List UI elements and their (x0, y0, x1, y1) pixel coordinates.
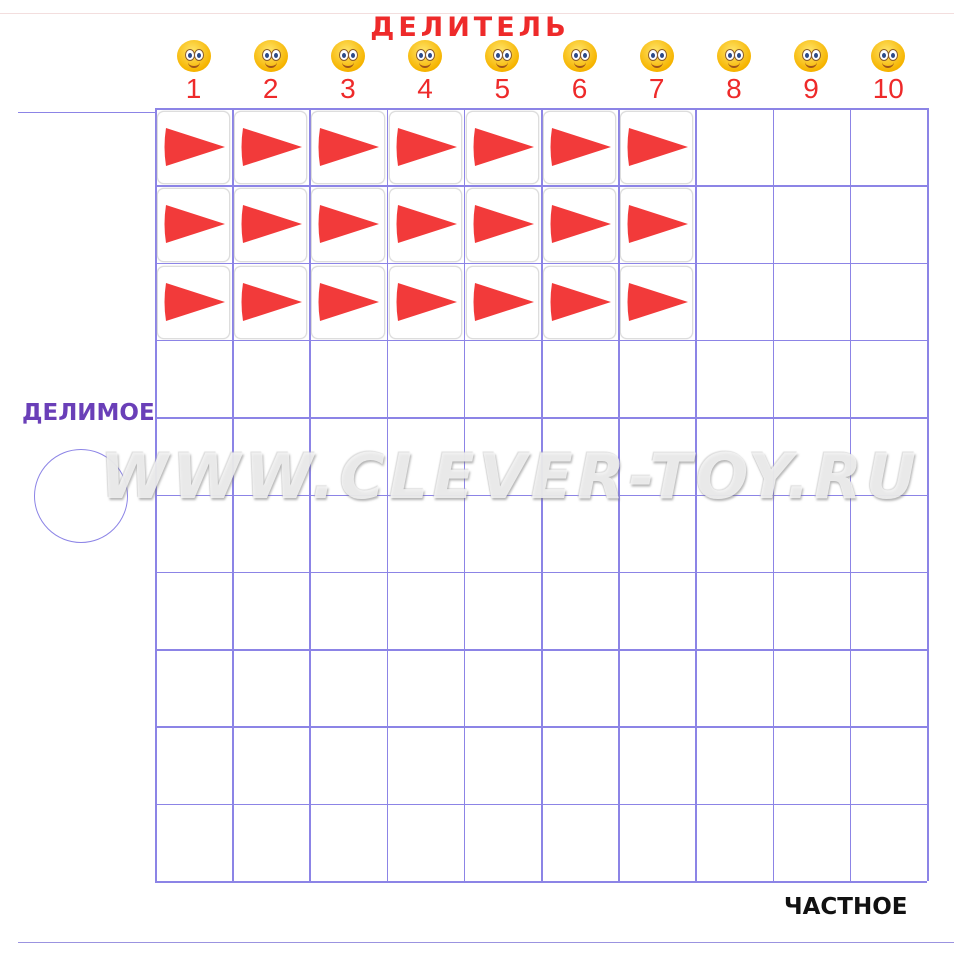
counter-card[interactable] (388, 265, 462, 339)
red-wedge-icon (318, 128, 380, 166)
watermark: WWW.CLEVER-TOY.RU (100, 440, 921, 513)
red-wedge-icon (550, 128, 611, 166)
red-wedge-icon (396, 205, 457, 244)
grid-line-horizontal (155, 571, 927, 574)
column-header: 4 (387, 40, 464, 106)
column-header: 10 (850, 40, 927, 106)
counter-card[interactable] (388, 188, 462, 262)
counter-card[interactable] (311, 188, 385, 262)
counter-card[interactable] (388, 111, 462, 185)
counter-card[interactable] (465, 111, 539, 185)
column-number: 2 (262, 73, 279, 104)
column-number: 4 (417, 73, 433, 104)
column-number: 1 (185, 73, 202, 104)
smiley-face-icon (485, 40, 520, 72)
column-header: 7 (618, 40, 695, 106)
divisor-title: ДЕЛИТЕЛЬ (370, 12, 570, 43)
red-wedge-icon (473, 128, 534, 166)
smiley-face-icon (794, 40, 829, 72)
counter-card[interactable] (543, 265, 617, 339)
counter-card[interactable] (234, 265, 308, 339)
counter-card[interactable] (157, 265, 231, 339)
grid-line-horizontal (155, 494, 927, 496)
grid-line-horizontal (155, 185, 927, 187)
dividend-circle[interactable] (34, 449, 128, 543)
grid-line-horizontal (155, 881, 927, 883)
column-number: 9 (803, 73, 819, 104)
grid-line-horizontal (155, 726, 927, 728)
column-number: 7 (648, 73, 665, 104)
smiley-face-icon (716, 40, 751, 72)
counter-card[interactable] (620, 188, 694, 262)
red-wedge-icon (241, 282, 303, 321)
column-header: 9 (773, 40, 850, 106)
grid-line-horizontal (155, 108, 927, 110)
red-wedge-icon (318, 205, 380, 244)
counter-card[interactable] (620, 111, 694, 185)
column-header: 1 (155, 40, 232, 106)
grid-line-horizontal (155, 417, 927, 419)
counter-card[interactable] (465, 188, 539, 262)
counter-card[interactable] (543, 188, 617, 262)
column-header: 6 (541, 40, 618, 106)
red-wedge-icon (396, 128, 457, 166)
red-wedge-icon (318, 282, 380, 321)
top-border (0, 13, 954, 14)
red-wedge-icon (473, 205, 534, 244)
quotient-label: ЧАСТНОЕ (784, 894, 908, 920)
bottom-line (18, 942, 954, 943)
counter-card[interactable] (234, 111, 308, 185)
smiley-face-icon (253, 40, 288, 72)
column-header: 3 (309, 40, 386, 106)
smiley-face-icon (330, 40, 365, 72)
red-wedge-icon (164, 205, 225, 244)
dividend-label: ДЕЛИМОЕ (22, 400, 155, 426)
red-wedge-icon (550, 205, 611, 244)
counter-card[interactable] (311, 265, 385, 339)
counter-card[interactable] (543, 111, 617, 185)
red-wedge-icon (396, 282, 457, 321)
column-number: 5 (494, 73, 511, 104)
left-top-line (18, 112, 155, 113)
column-number: 10 (872, 73, 904, 104)
red-wedge-icon (241, 128, 303, 166)
grid-line-horizontal (155, 649, 927, 651)
red-wedge-icon (627, 282, 689, 321)
counter-card[interactable] (620, 265, 694, 339)
grid-line-vertical (927, 108, 929, 881)
column-header: 2 (232, 40, 309, 106)
counter-card[interactable] (311, 111, 385, 185)
red-wedge-icon (627, 128, 689, 166)
red-wedge-icon (241, 205, 303, 244)
smiley-face-icon (176, 40, 211, 72)
red-wedge-icon (473, 282, 534, 321)
grid-line-horizontal (155, 339, 927, 342)
smiley-face-icon (562, 40, 597, 72)
column-header: 8 (695, 40, 772, 106)
grid-line-horizontal (155, 262, 927, 265)
smiley-face-icon (408, 40, 443, 72)
smiley-face-icon (639, 40, 674, 72)
smiley-face-icon (871, 40, 906, 72)
red-wedge-icon (164, 282, 225, 321)
column-number: 6 (571, 73, 588, 104)
red-wedge-icon (627, 205, 689, 244)
counter-card[interactable] (157, 111, 231, 185)
column-number: 3 (340, 73, 356, 104)
counter-card[interactable] (157, 188, 231, 262)
counter-card[interactable] (234, 188, 308, 262)
red-wedge-icon (550, 282, 611, 321)
red-wedge-icon (164, 128, 225, 166)
counter-card[interactable] (465, 265, 539, 339)
column-number: 8 (726, 73, 742, 104)
column-header: 5 (464, 40, 541, 106)
grid-line-horizontal (155, 803, 927, 806)
